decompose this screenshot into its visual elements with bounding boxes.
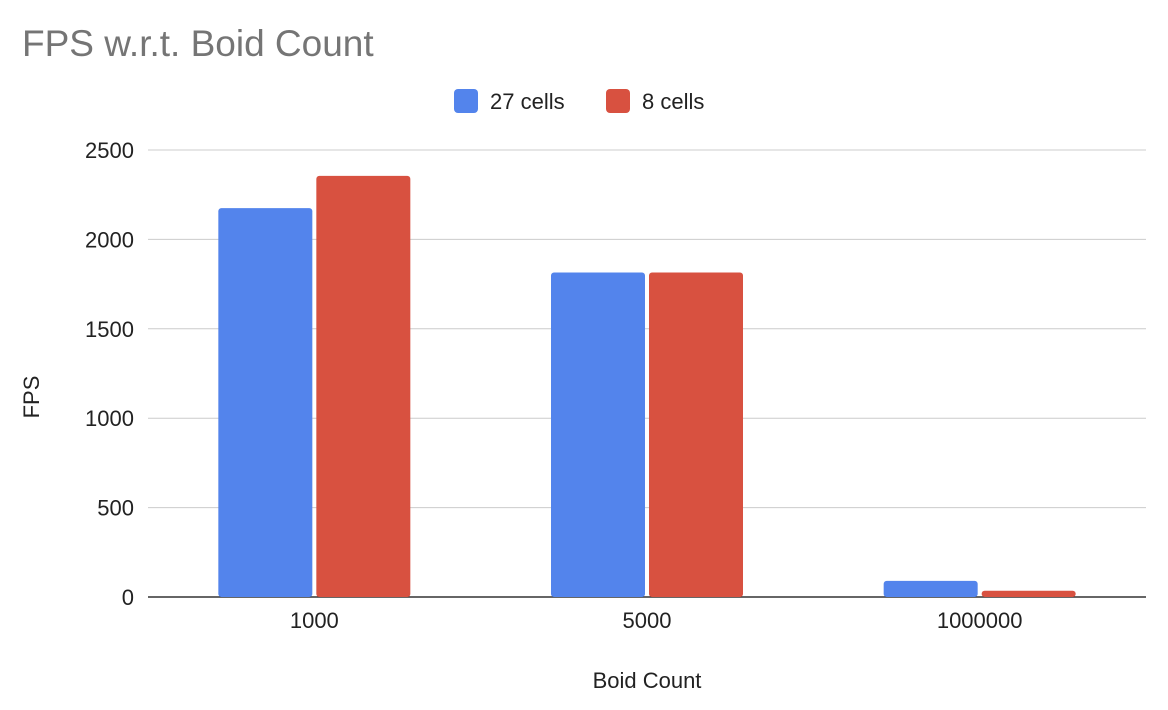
legend-swatch-27-cells: [454, 89, 478, 113]
legend-swatch-8-cells: [606, 89, 630, 113]
y-tick-label: 1000: [85, 406, 134, 431]
bar-27-cells-5000: [551, 272, 645, 597]
legend: 27 cells 8 cells: [454, 89, 704, 114]
y-tick-label: 1500: [85, 317, 134, 342]
bar-8-cells-1000000: [981, 590, 1076, 597]
legend-label: 8 cells: [642, 89, 704, 114]
bar-27-cells-1000: [218, 208, 313, 598]
y-tick-label: 0: [122, 585, 134, 610]
y-tick-label: 2000: [85, 227, 134, 252]
bar-8-cells-5000: [649, 272, 743, 597]
bars: [218, 175, 1076, 598]
y-axis-ticks: 0 500 1000 1500 2000 2500: [85, 138, 134, 610]
x-tick-label: 1000: [290, 608, 339, 633]
y-tick-label: 2500: [85, 138, 134, 163]
chart-title: FPS w.r.t. Boid Count: [22, 23, 374, 64]
x-tick-label: 1000000: [937, 608, 1023, 633]
y-tick-label: 500: [97, 496, 134, 521]
y-axis-label: FPS: [19, 376, 44, 419]
bar-8-cells-1000: [316, 175, 411, 597]
bar-27-cells-1000000: [883, 580, 978, 597]
x-axis-label: Boid Count: [593, 668, 702, 693]
legend-label: 27 cells: [490, 89, 565, 114]
x-tick-label: 5000: [623, 608, 672, 633]
gridlines: [148, 149, 1146, 598]
x-axis-ticks: 1000 5000 1000000: [290, 608, 1023, 633]
